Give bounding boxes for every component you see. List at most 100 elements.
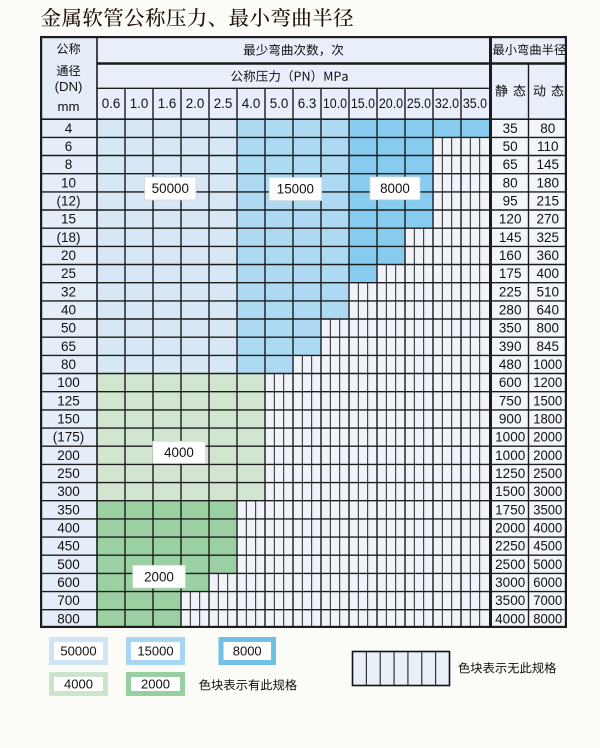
svg-text:8000: 8000 [233, 644, 262, 659]
svg-text:600: 600 [499, 375, 522, 390]
svg-text:6.3: 6.3 [298, 96, 317, 111]
svg-text:2000: 2000 [144, 569, 174, 584]
svg-text:6: 6 [65, 139, 73, 154]
svg-text:750: 750 [499, 393, 522, 408]
svg-text:15000: 15000 [137, 644, 173, 659]
svg-text:80: 80 [540, 121, 555, 136]
svg-text:1.0: 1.0 [130, 96, 149, 111]
svg-text:50000: 50000 [60, 644, 96, 659]
svg-text:1000: 1000 [533, 357, 562, 372]
svg-text:6000: 6000 [533, 575, 562, 590]
svg-text:480: 480 [499, 357, 522, 372]
svg-text:(12): (12) [56, 194, 80, 209]
svg-text:350: 350 [499, 321, 522, 336]
svg-text:1500: 1500 [495, 484, 525, 499]
svg-text:845: 845 [537, 339, 560, 354]
svg-text:1800: 1800 [533, 412, 562, 427]
svg-text:100: 100 [57, 375, 80, 390]
svg-text:175: 175 [499, 266, 522, 281]
svg-text:2.5: 2.5 [214, 96, 233, 111]
svg-text:4: 4 [65, 121, 73, 136]
svg-text:15000: 15000 [277, 182, 314, 197]
svg-text:250: 250 [57, 466, 80, 481]
svg-text:3500: 3500 [533, 502, 562, 517]
svg-text:640: 640 [537, 303, 560, 318]
svg-text:150: 150 [57, 412, 80, 427]
svg-text:50: 50 [61, 321, 76, 336]
svg-text:8: 8 [65, 157, 73, 172]
svg-text:25.0: 25.0 [407, 96, 431, 111]
svg-text:510: 510 [537, 284, 560, 299]
svg-text:1500: 1500 [533, 393, 562, 408]
svg-text:800: 800 [537, 321, 560, 336]
svg-text:(18): (18) [56, 230, 80, 245]
svg-text:360: 360 [537, 248, 560, 263]
svg-text:35.0: 35.0 [463, 96, 487, 111]
svg-text:2000: 2000 [533, 448, 562, 463]
svg-text:5000: 5000 [533, 557, 562, 572]
svg-text:400: 400 [57, 521, 80, 536]
svg-text:280: 280 [499, 303, 522, 318]
svg-text:1000: 1000 [495, 448, 525, 463]
svg-text:2500: 2500 [495, 557, 525, 572]
svg-text:25: 25 [61, 266, 76, 281]
svg-text:225: 225 [499, 284, 522, 299]
svg-text:32: 32 [61, 284, 76, 299]
svg-text:900: 900 [499, 412, 522, 427]
svg-text:80: 80 [61, 357, 76, 372]
svg-text:4000: 4000 [533, 521, 562, 536]
svg-text:1200: 1200 [533, 375, 562, 390]
svg-text:95: 95 [503, 194, 518, 209]
svg-text:145: 145 [537, 157, 560, 172]
svg-text:7000: 7000 [533, 593, 562, 608]
svg-text:110: 110 [537, 139, 559, 154]
svg-text:270: 270 [537, 212, 560, 227]
svg-text:5.0: 5.0 [270, 96, 289, 111]
svg-text:1250: 1250 [495, 466, 525, 481]
svg-text:4000: 4000 [495, 611, 525, 626]
svg-text:35: 35 [503, 121, 518, 136]
svg-text:65: 65 [503, 157, 518, 172]
svg-text:4000: 4000 [64, 677, 93, 692]
svg-text:15.0: 15.0 [351, 96, 375, 111]
svg-text:10.0: 10.0 [323, 96, 347, 111]
svg-text:8000: 8000 [380, 181, 410, 196]
svg-text:20: 20 [61, 248, 76, 263]
svg-text:4000: 4000 [164, 445, 194, 460]
svg-text:2500: 2500 [533, 466, 562, 481]
svg-text:1.6: 1.6 [158, 96, 177, 111]
svg-text:0.6: 0.6 [102, 96, 121, 111]
svg-text:325: 325 [537, 230, 560, 245]
svg-text:215: 215 [537, 194, 560, 209]
svg-text:2000: 2000 [141, 677, 170, 692]
svg-text:145: 145 [499, 230, 522, 245]
svg-text:15: 15 [61, 212, 76, 227]
svg-text:350: 350 [57, 502, 80, 517]
svg-text:1000: 1000 [495, 430, 525, 445]
svg-text:400: 400 [537, 266, 560, 281]
svg-text:40: 40 [61, 303, 76, 318]
svg-text:8000: 8000 [533, 611, 562, 626]
svg-text:390: 390 [499, 339, 522, 354]
svg-text:50: 50 [503, 139, 518, 154]
svg-text:125: 125 [57, 393, 80, 408]
svg-text:2000: 2000 [533, 430, 562, 445]
svg-text:700: 700 [57, 593, 80, 608]
svg-text:(175): (175) [53, 430, 85, 445]
svg-text:800: 800 [57, 611, 80, 626]
svg-text:2000: 2000 [495, 521, 525, 536]
svg-text:3500: 3500 [495, 593, 525, 608]
svg-text:160: 160 [499, 248, 522, 263]
svg-text:200: 200 [57, 448, 80, 463]
svg-text:65: 65 [61, 339, 76, 354]
svg-text:20.0: 20.0 [379, 96, 403, 111]
svg-text:2.0: 2.0 [186, 96, 205, 111]
svg-text:2250: 2250 [495, 539, 525, 554]
svg-text:180: 180 [537, 175, 560, 190]
svg-text:4500: 4500 [533, 539, 562, 554]
svg-text:120: 120 [499, 212, 522, 227]
svg-text:1750: 1750 [495, 502, 525, 517]
svg-text:(DN): (DN) [55, 79, 83, 94]
svg-text:mm: mm [58, 99, 80, 114]
svg-text:300: 300 [57, 484, 80, 499]
